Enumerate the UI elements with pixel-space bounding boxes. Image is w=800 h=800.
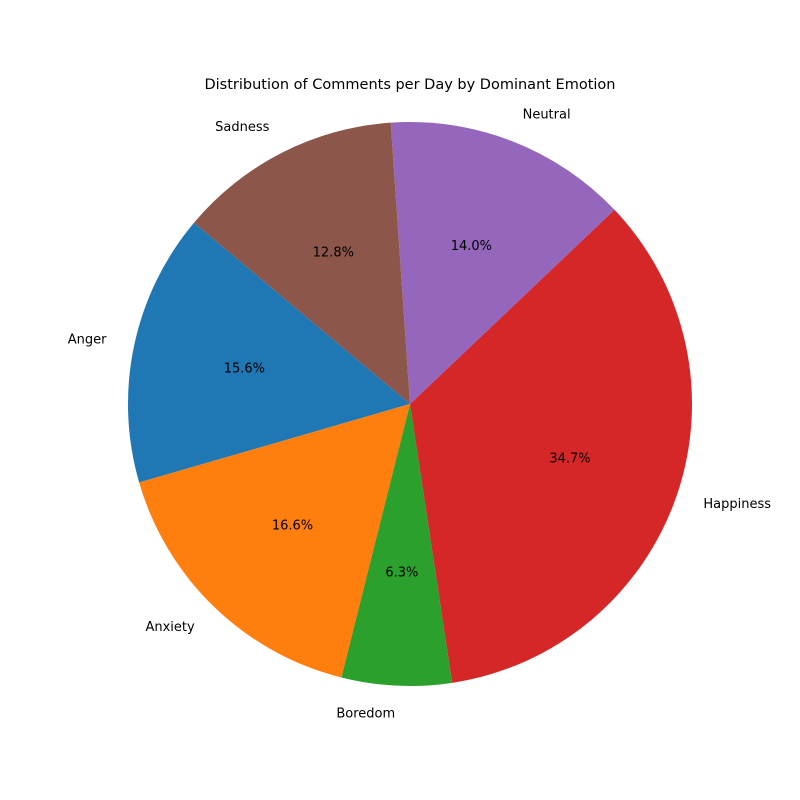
percent-label-anger: 15.6% — [224, 362, 265, 377]
pie-slice-boredom — [341, 404, 453, 687]
slice-label-happiness: Happiness — [703, 497, 771, 512]
percent-label-neutral: 14.0% — [451, 239, 492, 254]
pie-labels: Anger 15.6% Anxiety 16.6% Boredom 6.3% Happine… — [68, 108, 772, 722]
pie-slice-sadness — [193, 122, 410, 404]
pie-slice-anger — [127, 222, 411, 483]
pie-slice-neutral — [390, 121, 615, 404]
percent-label-boredom: 6.3% — [385, 566, 418, 581]
pie-slice-happiness — [410, 209, 693, 683]
percent-label-sadness: 12.8% — [313, 246, 354, 261]
pie-slices — [127, 121, 693, 687]
slice-label-anxiety: Anxiety — [145, 620, 195, 635]
pie-slice-anxiety — [139, 404, 410, 678]
slice-label-neutral: Neutral — [523, 108, 571, 123]
slice-label-sadness: Sadness — [215, 120, 269, 135]
percent-label-happiness: 34.7% — [549, 451, 590, 466]
percent-label-anxiety: 16.6% — [272, 518, 313, 533]
slice-label-anger: Anger — [68, 332, 107, 347]
chart-title: Distribution of Comments per Day by Domi… — [204, 77, 615, 93]
slice-label-boredom: Boredom — [336, 706, 395, 721]
